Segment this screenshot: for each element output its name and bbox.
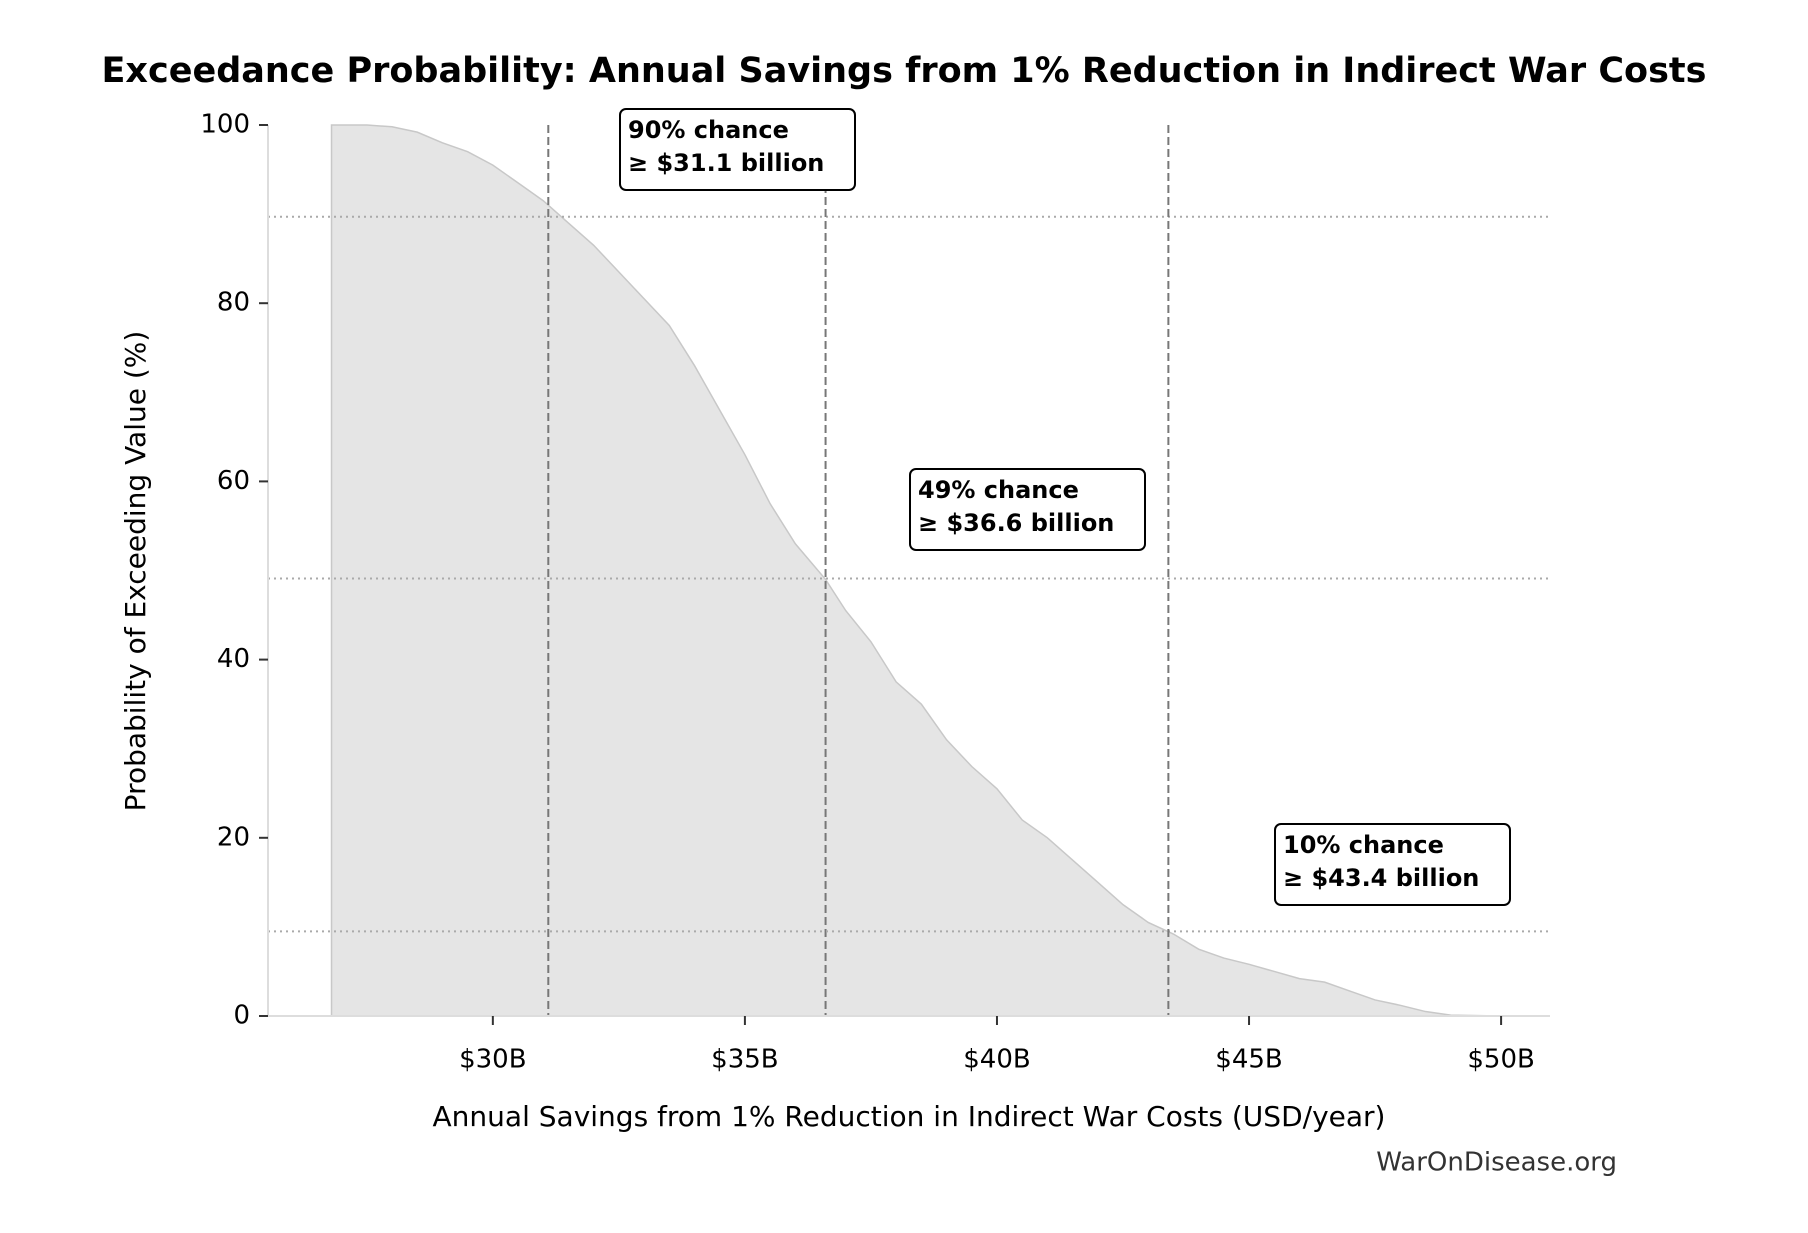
annotation-box xyxy=(909,468,1146,551)
annotation-text: ≥ $31.1 billion xyxy=(628,149,824,177)
x-tick-label: $50B xyxy=(1467,1045,1534,1075)
annotation: 90% chance ≥ $31.1 billion xyxy=(619,108,856,191)
annotation: 10% chance ≥ $43.4 billion xyxy=(1274,823,1511,906)
x-axis-label: Annual Savings from 1% Reduction in Indi… xyxy=(433,1100,1386,1133)
x-tick-label: $30B xyxy=(459,1045,526,1075)
x-tick-label: $40B xyxy=(963,1045,1030,1075)
x-tick-label: $45B xyxy=(1215,1045,1282,1075)
source: WarOnDisease.org xyxy=(1376,1148,1617,1178)
annotation-box xyxy=(619,108,856,191)
plot-layer xyxy=(268,124,1550,1017)
y-tick-label: 60 xyxy=(217,466,250,496)
y-axis-label: Probability of Exceeding Value (%) xyxy=(119,331,152,812)
y-tick-label: 80 xyxy=(217,288,250,318)
annotation-text: ≥ $43.4 billion xyxy=(1283,864,1479,892)
annotation-text: 10% chance xyxy=(1283,831,1444,859)
chart-title: Exceedance Probability: Annual Savings f… xyxy=(101,51,1706,91)
area-fill xyxy=(330,124,1502,1017)
y-tick-label: 20 xyxy=(217,822,250,852)
annotation-box xyxy=(1274,823,1511,906)
x-tick-label: $35B xyxy=(711,1045,778,1075)
annotation-text: 49% chance xyxy=(918,476,1079,504)
annotation: 49% chance ≥ $36.6 billion xyxy=(909,468,1146,551)
annotation-text: ≥ $36.6 billion xyxy=(918,509,1114,537)
y-tick-label: 100 xyxy=(200,110,250,140)
annotation-text: 90% chance xyxy=(628,116,789,144)
y-tick-label: 40 xyxy=(217,644,250,674)
y-tick-label: 0 xyxy=(233,1001,250,1031)
